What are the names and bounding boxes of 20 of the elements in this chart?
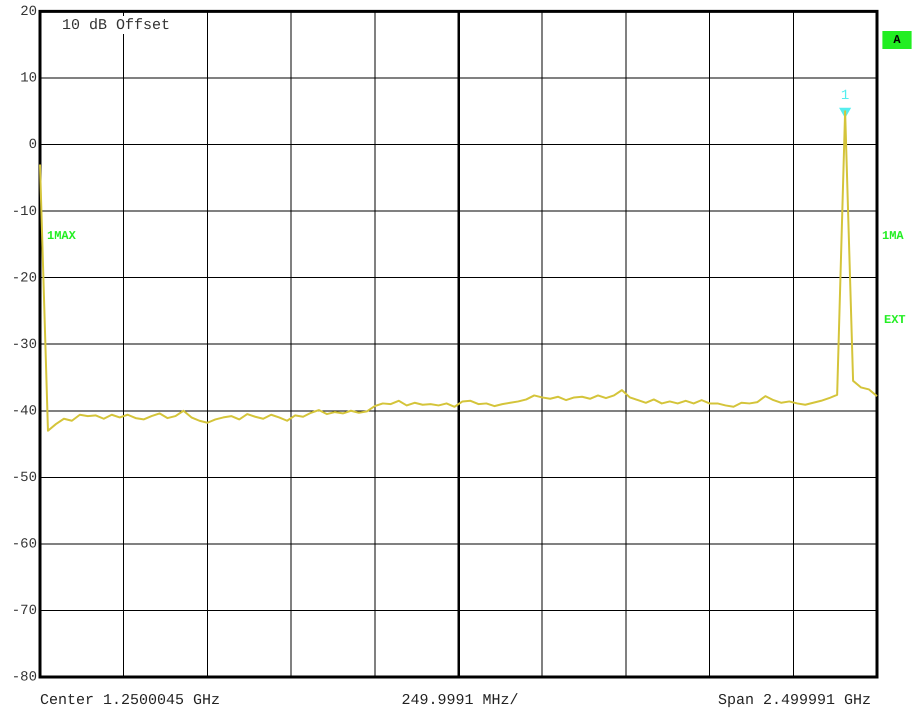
text: 249.9991 MHz/	[401, 692, 519, 709]
y-tick-label: 0	[28, 137, 37, 154]
text: Span 2.499991 GHz	[718, 692, 871, 709]
y-tick-label: -50	[12, 470, 37, 486]
annotation: 10 dB Offset	[62, 16, 170, 34]
y-tick-label: -30	[12, 336, 37, 353]
text: Center 1.2500045 GHz	[40, 692, 220, 709]
y-tick-label: 20	[20, 4, 37, 20]
y-tick-label: -60	[12, 536, 37, 553]
annotation: 1	[840, 88, 850, 104]
text: EXT	[884, 313, 906, 328]
y-tick-label: -80	[12, 670, 37, 686]
y-tick-label: -10	[12, 204, 37, 220]
text: 1MA	[882, 229, 904, 244]
text: A	[893, 33, 902, 48]
y-tick-label: 10	[20, 70, 37, 87]
annotation: 1MAX	[47, 229, 77, 244]
y-tick-label: -20	[12, 270, 37, 286]
y-tick-label: -40	[12, 403, 37, 420]
y-tick-label: -70	[12, 603, 37, 620]
